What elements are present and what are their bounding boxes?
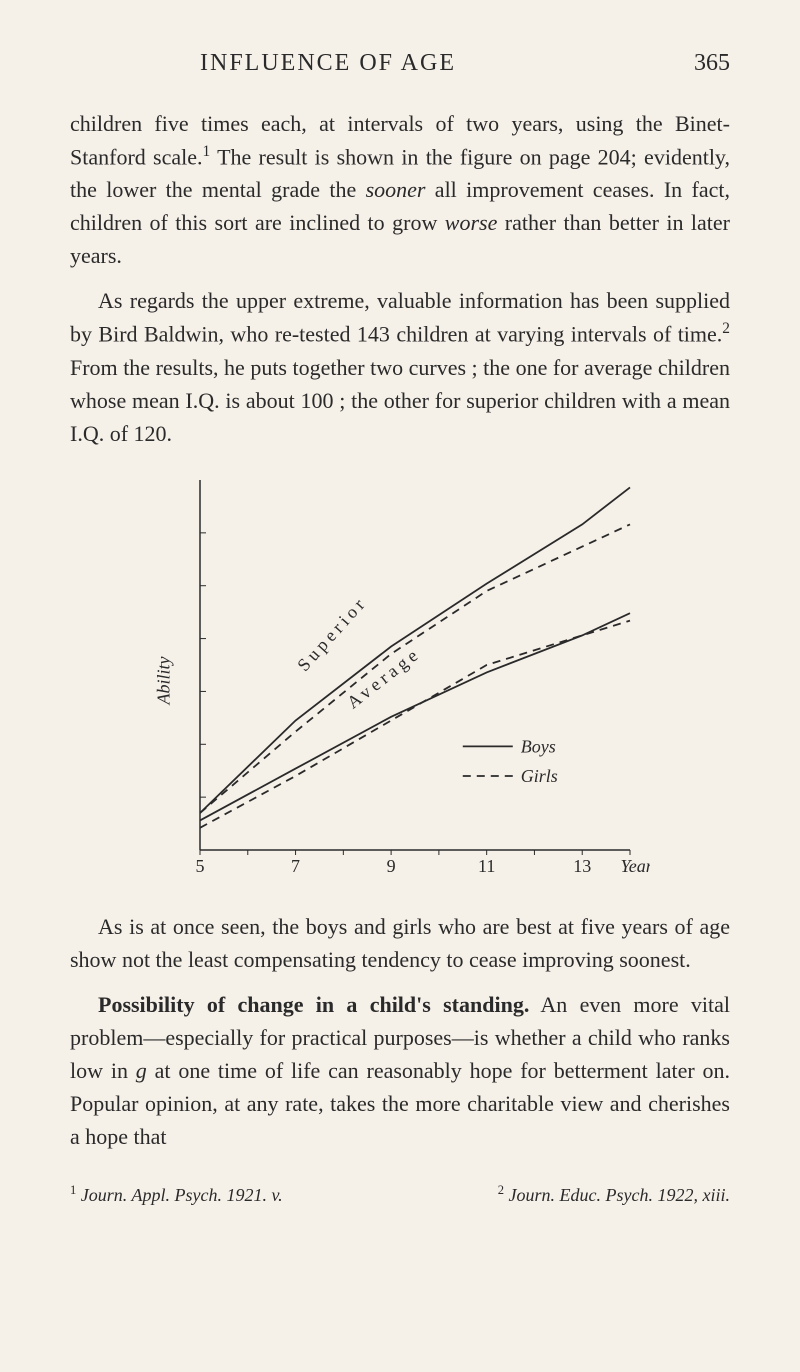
paragraph-1: children five times each, at intervals o…: [70, 107, 730, 272]
text-italic: sooner: [366, 177, 426, 202]
y-axis-label: Ability: [154, 656, 175, 704]
ability-chart: Ability 5 7 9 11 13 Years SuperiorAverage Boys G…: [150, 470, 650, 890]
svg-text:Superior: Superior: [293, 594, 368, 674]
paragraph-4: Possibility of change in a child's stand…: [70, 988, 730, 1153]
chart-svg: 5 7 9 11 13 Years SuperiorAverage Boys Girls: [150, 470, 650, 890]
footnote-1: 1 Journ. Appl. Psych. 1921. v.: [70, 1183, 283, 1206]
svg-text:11: 11: [478, 856, 495, 876]
svg-text:Average: Average: [343, 645, 421, 712]
svg-text:13: 13: [573, 856, 591, 876]
svg-text:Boys: Boys: [521, 736, 556, 756]
page-header: INFLUENCE OF AGE 365: [70, 50, 730, 77]
svg-text:7: 7: [291, 856, 300, 876]
svg-text:5: 5: [196, 856, 205, 876]
footnote-text: Journ. Appl. Psych. 1921. v.: [76, 1185, 282, 1205]
text-italic: g: [136, 1058, 147, 1083]
footnote-ref-2: 2: [722, 320, 730, 337]
text: As regards the upper extreme, valuable i…: [70, 288, 730, 346]
text: As is at once seen, the boys and girls w…: [70, 914, 730, 972]
text: From the results, he puts together two c…: [70, 355, 730, 446]
footnote-text: Journ. Educ. Psych. 1922, xiii.: [504, 1185, 730, 1205]
svg-text:Years: Years: [620, 856, 650, 876]
text: at one time of life can reasonably hope …: [70, 1058, 730, 1149]
footnote-2: 2 Journ. Educ. Psych. 1922, xiii.: [498, 1183, 730, 1206]
paragraph-3: As is at once seen, the boys and girls w…: [70, 910, 730, 976]
footnotes: 1 Journ. Appl. Psych. 1921. v. 2 Journ. …: [70, 1183, 730, 1206]
text-italic: worse: [445, 210, 498, 235]
svg-text:9: 9: [387, 856, 396, 876]
running-title: INFLUENCE OF AGE: [200, 50, 456, 77]
paragraph-2: As regards the upper extreme, valuable i…: [70, 284, 730, 449]
page-number: 365: [694, 50, 730, 77]
subsection-heading: Possibility of change in a child's stand…: [98, 992, 529, 1017]
svg-text:Girls: Girls: [521, 766, 558, 786]
